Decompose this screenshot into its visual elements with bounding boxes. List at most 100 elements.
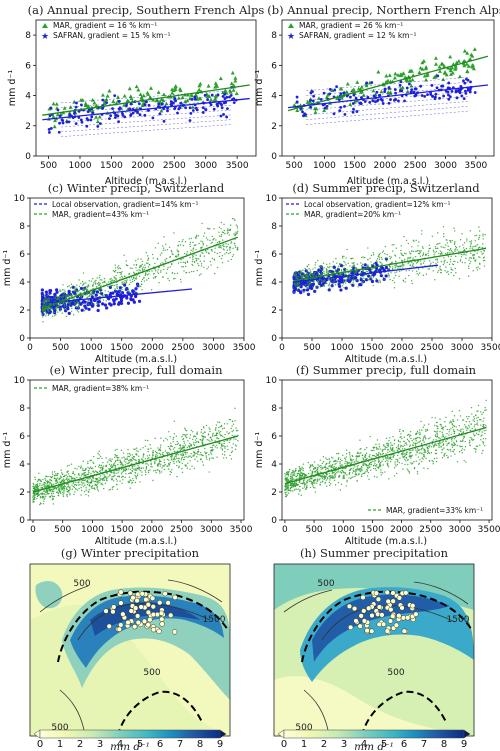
scatter-point <box>375 469 377 472</box>
scatter-point <box>348 278 351 280</box>
x-tick-label: 500 <box>52 343 69 353</box>
scatter-point <box>322 91 326 95</box>
scatter-point <box>343 255 345 258</box>
scatter-point <box>178 465 180 468</box>
scatter-point <box>191 438 194 441</box>
scatter-point <box>80 481 83 483</box>
scatter-point <box>177 454 180 456</box>
scatter-point <box>439 265 441 268</box>
scatter-point <box>212 107 216 111</box>
scatter-point <box>135 461 137 463</box>
scatter-point <box>67 311 71 315</box>
scatter-point <box>55 112 60 117</box>
scatter-point <box>56 473 59 475</box>
scatter-point <box>163 459 165 461</box>
scatter-point <box>46 307 49 310</box>
scatter-point <box>34 494 36 497</box>
scatter-point <box>226 249 228 251</box>
y-tick-label: 0 <box>271 152 277 162</box>
scatter-point <box>183 446 186 448</box>
scatter-point <box>59 477 61 479</box>
scatter-point <box>79 484 81 486</box>
scatter-point <box>185 456 187 458</box>
scatter-point <box>94 115 99 119</box>
scatter-point <box>393 287 396 289</box>
scatter-point <box>440 253 442 256</box>
scatter-point <box>87 495 90 497</box>
scatter-point <box>189 468 191 471</box>
scatter-point <box>381 258 383 261</box>
scatter-point <box>300 272 302 274</box>
scatter-point <box>453 415 456 417</box>
scatter-point <box>426 93 429 97</box>
scatter-point <box>106 294 108 296</box>
scatter-point <box>190 429 193 432</box>
scatter-point <box>400 245 402 247</box>
scatter-point <box>453 65 458 70</box>
scatter-point <box>380 261 382 264</box>
scatter-point <box>133 272 135 275</box>
scatter-point <box>343 264 345 267</box>
scatter-point <box>229 249 231 251</box>
scatter-point <box>78 481 80 484</box>
scatter-point <box>101 466 103 468</box>
scatter-point <box>148 270 151 272</box>
scatter-point <box>313 273 316 275</box>
scatter-point <box>88 471 90 474</box>
scatter-point <box>296 474 299 476</box>
scatter-point <box>344 462 346 465</box>
scatter-point <box>444 72 449 77</box>
scatter-point <box>124 281 126 284</box>
scatter-point <box>175 256 177 258</box>
scatter-point <box>201 439 203 442</box>
scatter-point <box>87 284 90 286</box>
scatter-point <box>310 273 313 275</box>
scatter-point <box>388 276 390 278</box>
scatter-point <box>450 89 454 93</box>
scatter-point <box>62 106 67 110</box>
scatter-point <box>465 51 470 55</box>
scatter-point <box>205 237 208 239</box>
scatter-point <box>443 260 445 262</box>
scatter-point <box>141 93 146 98</box>
scatter-point <box>454 60 459 65</box>
scatter-point <box>369 435 371 438</box>
scatter-point <box>307 272 309 274</box>
scatter-point <box>92 462 95 465</box>
scatter-point <box>188 442 191 445</box>
y-tick-label: 2 <box>271 306 277 316</box>
scatter-point <box>202 241 204 243</box>
scatter-point <box>469 230 471 232</box>
scatter-point <box>421 230 423 232</box>
scatter-point <box>430 83 434 87</box>
scatter-point <box>54 308 56 310</box>
regression-line <box>32 435 239 493</box>
scatter-point <box>76 301 79 304</box>
station-profile-line <box>61 90 231 104</box>
scatter-point <box>481 452 483 454</box>
scatter-point <box>146 270 149 273</box>
scatter-point <box>186 446 189 449</box>
scatter-point <box>338 270 340 272</box>
scatter-point <box>469 52 474 57</box>
scatter-point <box>477 238 480 240</box>
scatter-point <box>482 252 484 254</box>
scatter-point <box>146 439 149 442</box>
scatter-point <box>192 270 195 273</box>
scatter-point <box>44 298 46 301</box>
scatter-point <box>427 451 430 454</box>
scatter-point <box>96 487 98 489</box>
scatter-point <box>42 321 44 323</box>
scatter-point <box>128 481 130 484</box>
scatter-point <box>117 289 120 291</box>
scatter-point <box>85 282 87 284</box>
scatter-point <box>172 253 174 256</box>
scatter-point <box>38 478 41 481</box>
scatter-point <box>354 472 357 474</box>
scatter-point <box>211 435 214 437</box>
scatter-point <box>128 283 131 286</box>
scatter-point <box>323 270 325 272</box>
scatter-point <box>200 240 202 242</box>
scatter-point <box>147 464 150 466</box>
scatter-point <box>83 490 86 493</box>
